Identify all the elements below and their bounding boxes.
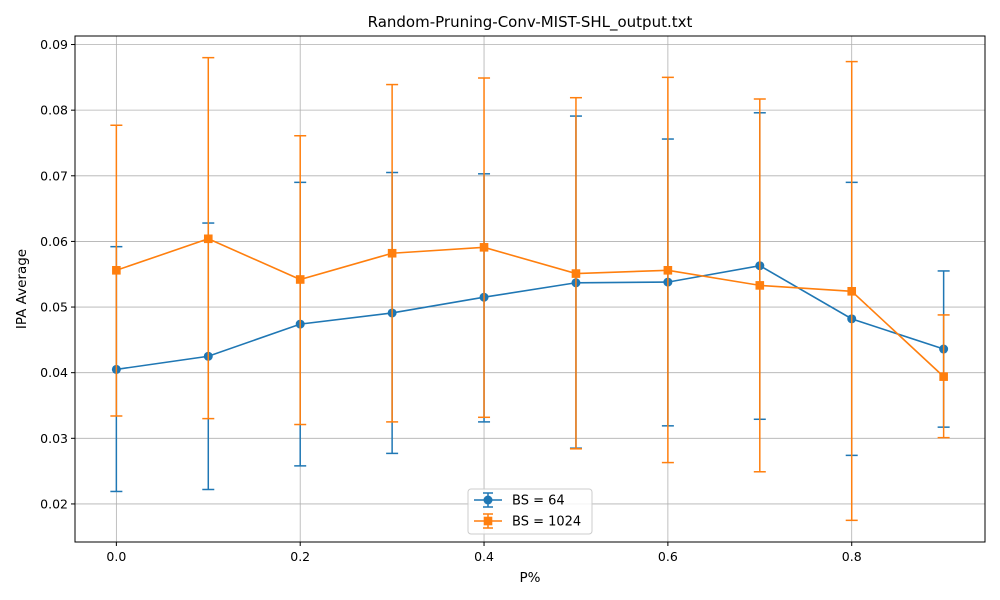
series-2 — [110, 56, 950, 522]
data-point — [112, 265, 121, 275]
data-point — [939, 372, 948, 381]
chart-title: Random-Pruning-Conv-MIST-SHL_output.txt — [368, 13, 693, 32]
data-point — [571, 269, 581, 278]
data-point — [203, 234, 213, 244]
x-tick-label: 0.8 — [842, 549, 862, 564]
plot-frame — [74, 35, 986, 543]
y-tick-label: 0.08 — [40, 103, 68, 118]
legend-label: BS = 64 — [512, 494, 565, 509]
y-axis: 0.02 0.03 0.04 0.05 0.06 0.07 0.08 0.09 — [40, 37, 75, 511]
legend-entry: BS = 64 — [474, 492, 565, 509]
legend-label: BS = 1024 — [512, 515, 581, 530]
legend-marker — [483, 516, 493, 526]
y-tick-label: 0.06 — [40, 234, 68, 249]
x-tick-label: 0.0 — [106, 549, 126, 564]
series-layer — [110, 56, 950, 522]
x-tick-label: 0.4 — [474, 549, 494, 564]
x-tick-label: 0.6 — [658, 549, 678, 564]
y-tick-label: 0.02 — [40, 496, 68, 511]
x-tick-label: 0.2 — [290, 549, 310, 564]
data-point — [755, 281, 765, 290]
legend: BS = 64 BS = 1024 — [467, 488, 593, 535]
legend-entry: BS = 1024 — [474, 513, 581, 530]
y-tick-label: 0.03 — [40, 431, 68, 446]
data-point — [847, 286, 857, 296]
legend-marker — [483, 495, 493, 505]
data-point — [295, 275, 305, 284]
data-point — [663, 265, 673, 275]
x-axis-label: P% — [520, 570, 541, 586]
y-axis-label: IPA Average — [14, 249, 30, 329]
y-tick-label: 0.09 — [40, 37, 68, 52]
data-point — [479, 243, 489, 252]
series-line — [116, 237, 945, 378]
series-line — [116, 264, 944, 371]
y-tick-label: 0.05 — [40, 300, 68, 315]
y-tick-label: 0.04 — [40, 365, 68, 380]
x-axis: 0.0 0.2 0.4 0.6 0.8 — [106, 542, 862, 564]
data-point — [387, 248, 397, 258]
y-tick-label: 0.07 — [40, 168, 68, 183]
